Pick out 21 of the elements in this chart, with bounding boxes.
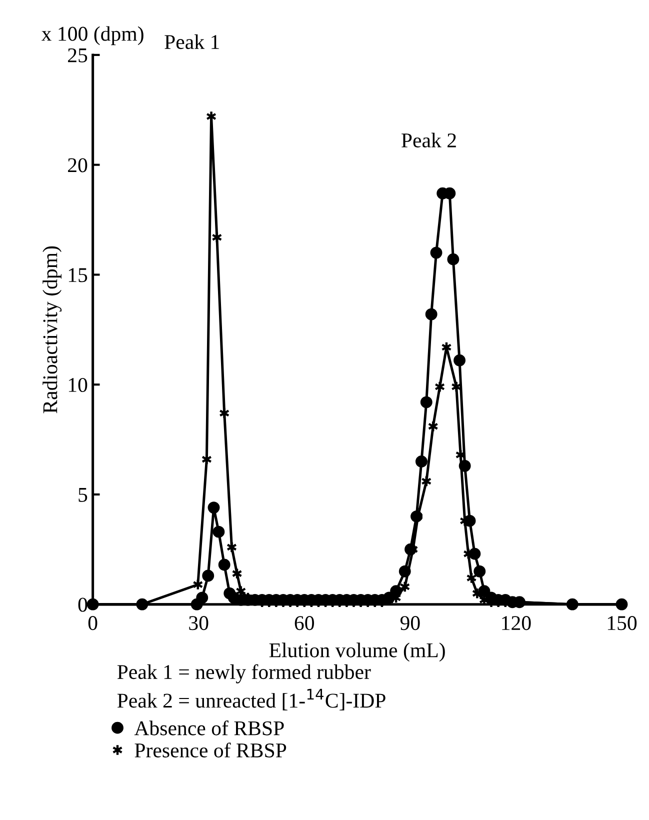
x-tick-label: 30 xyxy=(189,616,208,630)
x-axis-title: Elution volume (mL) xyxy=(269,642,445,662)
y-tick-label: 15 xyxy=(68,268,88,282)
text: Peak 2 = unreacted [1-$^{14}$C]-IDP xyxy=(117,688,386,710)
y-tick-label: 25 xyxy=(68,48,88,62)
annotation: Peak 2 xyxy=(402,132,456,148)
y-tick-label: 10 xyxy=(68,378,88,392)
text: Peak 1 = newly formed rubber xyxy=(117,664,371,684)
legend-label: Presence of RBSP xyxy=(134,742,286,758)
y-tick-label: 0 xyxy=(78,598,88,612)
y-axis-title: Radioactivity (dpm) xyxy=(42,246,62,414)
y-tick-label: 20 xyxy=(68,158,88,172)
x-tick-label: 90 xyxy=(400,616,420,630)
legend-label: Absence of RBSP xyxy=(134,720,284,736)
x-tick-label: 0 xyxy=(88,616,98,630)
text: Peak 1 xyxy=(164,34,219,50)
x-tick-label: 60 xyxy=(294,616,314,630)
y-tick-label: 5 xyxy=(78,488,88,502)
text: x 100 (dpm) xyxy=(41,26,144,46)
x-tick-label: 120 xyxy=(502,616,531,630)
x-tick-label: 150 xyxy=(608,616,637,630)
